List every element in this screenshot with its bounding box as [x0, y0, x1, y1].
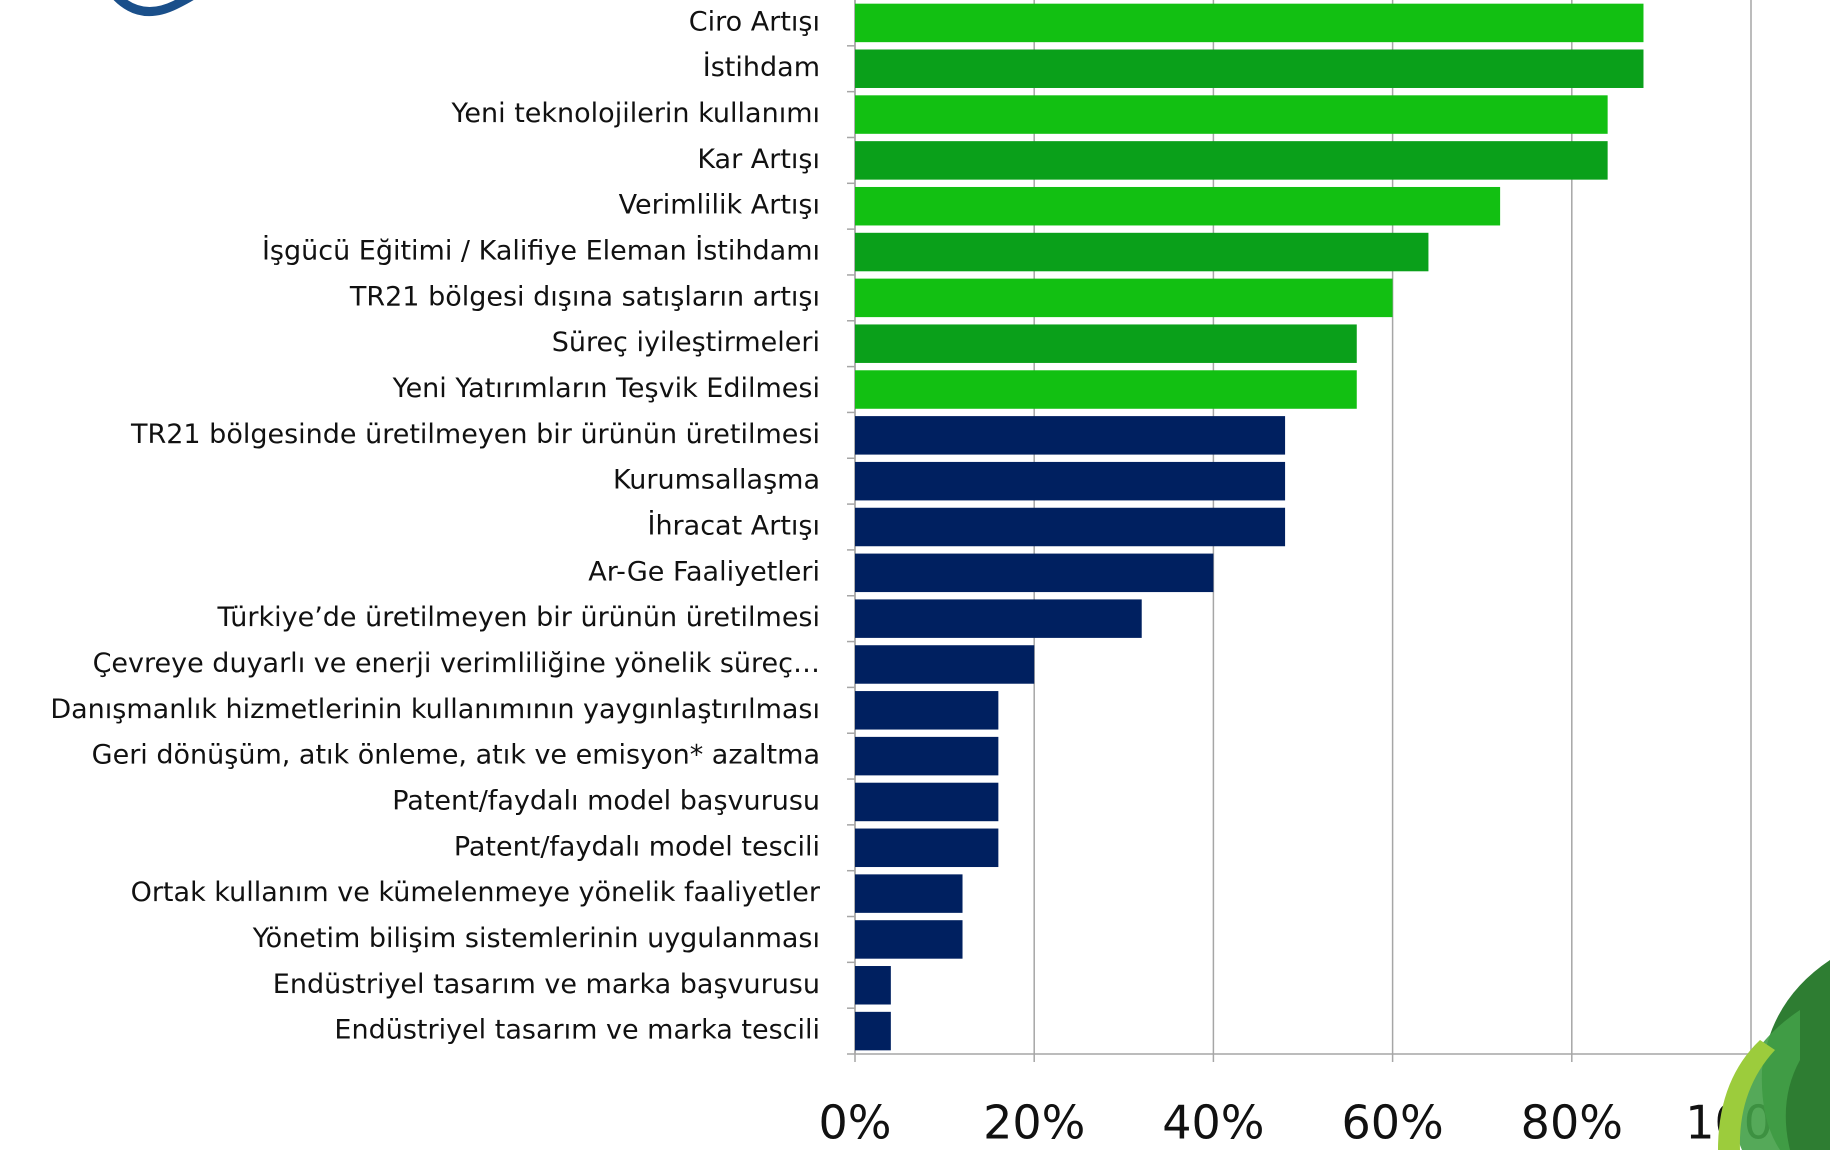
bar — [855, 599, 1142, 638]
bar — [855, 278, 1393, 318]
x-tick-label: 60% — [1341, 1096, 1443, 1150]
plot-area: 0%20%40%60%80%100%Ciro ArtışıİstihdamYen… — [50, 0, 1817, 1150]
y-tick-label: Yeni teknolojilerin kullanımı — [451, 98, 821, 129]
bar — [855, 691, 999, 730]
x-tick-label: 0% — [819, 1096, 892, 1150]
bar — [855, 416, 1286, 455]
bar — [855, 49, 1644, 88]
bar — [855, 141, 1608, 180]
y-tick-label: İhracat Artışı — [647, 510, 820, 542]
bar — [855, 370, 1357, 409]
y-tick-label: Çevreye duyarlı ve enerji verimliliğine … — [93, 648, 820, 679]
y-tick-label: Türkiye’de üretilmeyen bir ürünün üretil… — [216, 602, 820, 633]
y-tick-label: TR21 bölgesi dışına satışların artışı — [349, 281, 820, 312]
bar — [855, 645, 1035, 684]
bar — [855, 1011, 891, 1051]
x-tick-label: 80% — [1521, 1096, 1623, 1150]
y-tick-label: Ar-Ge Faaliyetleri — [588, 556, 820, 587]
y-tick-label: Süreç iyileştirmeleri — [552, 327, 820, 358]
bar — [855, 232, 1429, 272]
y-tick-label: İstihdam — [703, 51, 820, 83]
bar — [855, 782, 999, 822]
bar — [855, 186, 1501, 226]
bar — [855, 95, 1608, 134]
y-tick-label: Geri dönüşüm, atık önleme, atık ve emisy… — [92, 740, 820, 771]
bar — [855, 966, 891, 1005]
y-tick-label: Yönetim bilişim sistemlerinin uygulanmas… — [252, 923, 820, 954]
y-tick-label: Ortak kullanım ve kümelenmeye yönelik fa… — [131, 877, 821, 908]
y-tick-label: İşgücü Eğitimi / Kalifiye Eleman İstihda… — [262, 235, 820, 267]
y-tick-label: TR21 bölgesinde üretilmeyen bir ürünün ü… — [130, 419, 820, 450]
y-tick-label: Kar Artışı — [697, 144, 820, 175]
y-tick-label: Verimlilik Artışı — [619, 190, 820, 221]
logo-bottom-right — [1718, 960, 1830, 1150]
logo-top-left — [113, 0, 194, 16]
bar — [855, 920, 963, 959]
bar — [855, 324, 1357, 363]
y-tick-label: Endüstriyel tasarım ve marka başvurusu — [273, 969, 820, 1000]
y-tick-label: Ciro Artışı — [689, 6, 820, 37]
y-tick-label: Kurumsallaşma — [613, 465, 820, 496]
bar — [855, 3, 1644, 43]
bar — [855, 874, 963, 913]
bar — [855, 461, 1286, 501]
y-tick-label: Patent/faydalı model başvurusu — [392, 785, 820, 816]
y-tick-label: Yeni Yatırımların Teşvik Edilmesi — [392, 373, 820, 404]
bar — [855, 736, 999, 776]
x-tick-label: 20% — [983, 1096, 1085, 1150]
bar — [855, 828, 999, 868]
x-tick-label: 40% — [1162, 1096, 1264, 1150]
bar — [855, 553, 1214, 593]
bar — [855, 507, 1286, 547]
y-tick-label: Endüstriyel tasarım ve marka tescili — [334, 1015, 820, 1046]
y-tick-label: Danışmanlık hizmetlerinin kullanımının y… — [50, 694, 820, 725]
y-tick-label: Patent/faydalı model tescili — [454, 831, 820, 862]
